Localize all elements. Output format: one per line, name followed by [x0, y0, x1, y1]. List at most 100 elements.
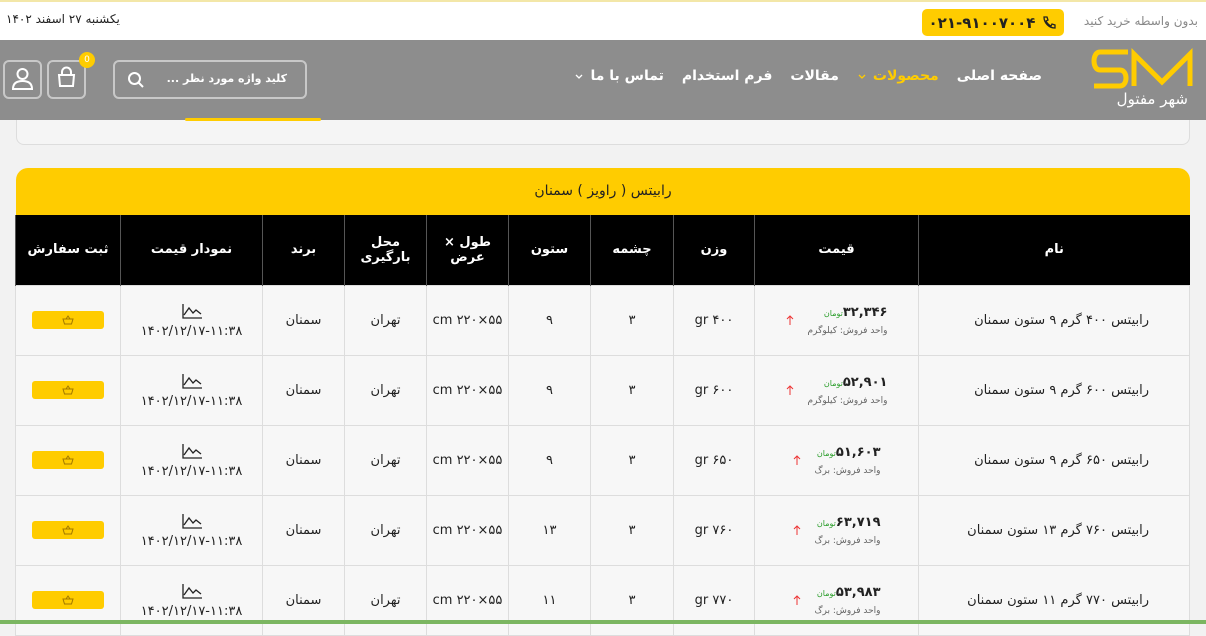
search-box[interactable]: کلید واژه مورد نظر ... [113, 60, 307, 99]
product-name: رابیتس ۷۷۰ گرم ۱۱ ستون سمنان [918, 564, 1190, 636]
user-icon [11, 68, 34, 90]
chart-link[interactable] [125, 512, 258, 534]
price-line: ۵۲,۹۰۱تومان [808, 375, 888, 390]
menu-item[interactable]: تماس با ما [590, 68, 664, 84]
slogan: بدون واسطه خرید کنید [1083, 14, 1198, 28]
cheshme: ۳ [590, 424, 674, 496]
table-row: رابیتس ۷۷۰ گرم ۱۱ ستون سمنان ۵۳,۹۸۳تومان و… [15, 564, 1190, 636]
product-name: رابیتس ۷۶۰ گرم ۱۳ ستون سمنان [918, 494, 1190, 566]
product-name: رابیتس ۴۰۰ گرم ۹ ستون سمنان [918, 284, 1190, 356]
logo-text: شهر مفتول [1116, 90, 1188, 108]
price-chart: ۱۴۰۲/۱۲/۱۷-۱۱:۳۸ [120, 424, 263, 496]
phone-badge[interactable]: ۰۲۱-۹۱۰۰۷۰۰۴ [922, 9, 1064, 36]
size: ۵۵×۲۲۰ cm [426, 424, 509, 496]
price-card: رابیتس ( راویز ) سمنان نام قیمت وزن چشمه ستو… [15, 168, 1190, 636]
product-name: رابیتس ۶۰۰ گرم ۹ ستون سمنان [918, 354, 1190, 426]
dropdown-caret [574, 68, 584, 88]
logo[interactable] [1088, 44, 1200, 116]
table-body: رابیتس ۴۰۰ گرم ۹ ستون سمنان ۳۲,۳۴۶تومان وا… [15, 284, 1190, 636]
menu: صفحه اصلی محصولات مقالات فرم استخدام تماس با… [574, 68, 1042, 88]
phone-icon [1043, 15, 1057, 29]
order-button[interactable] [32, 591, 104, 609]
weight: ۶۵۰ gr [673, 424, 755, 496]
basket-icon [62, 524, 74, 534]
menu-item[interactable]: صفحه اصلی [956, 68, 1042, 84]
sale-unit: واحد فروش: کیلوگرم [807, 325, 888, 336]
order-cell [15, 494, 121, 566]
table-title: رابیتس ( راویز ) سمنان [16, 168, 1190, 215]
weight: ۷۷۰ gr [673, 564, 755, 636]
price-info: ۶۳,۷۱۹تومان واحد فروش: برگ [815, 515, 881, 546]
order-button[interactable] [32, 381, 104, 399]
top-bar: یکشنبه ۲۷ اسفند ۱۴۰۲ بدون واسطه خرید کنی… [0, 0, 1206, 40]
price-cell: ۵۱,۶۰۳تومان واحد فروش: برگ [754, 424, 919, 496]
menu-item[interactable]: محصولات [872, 68, 939, 84]
menu-item[interactable]: فرم استخدام [681, 68, 773, 84]
price-cell: ۵۲,۹۰۱تومان واحد فروش: کیلوگرم [754, 354, 919, 426]
price-info: ۵۲,۹۰۱تومان واحد فروش: کیلوگرم [808, 375, 888, 406]
chart-link[interactable] [125, 582, 258, 604]
caret-icon [576, 74, 583, 79]
price-up-icon [786, 315, 793, 325]
currency: تومان [823, 308, 843, 318]
sotun: ۹ [508, 354, 591, 426]
column-header: چشمه [590, 215, 674, 285]
size: ۵۵×۲۲۰ cm [426, 494, 509, 566]
chart-link[interactable] [125, 302, 258, 324]
price-up-icon [793, 595, 800, 605]
sotun: ۹ [508, 424, 591, 496]
price-line: ۵۱,۶۰۳تومان [815, 445, 881, 460]
price-info: ۳۲,۳۴۶تومان واحد فروش: کیلوگرم [808, 305, 888, 336]
sale-unit: واحد فروش: برگ [814, 535, 881, 546]
price-chart: ۱۴۰۲/۱۲/۱۷-۱۱:۳۸ [120, 494, 263, 566]
account-button[interactable] [3, 60, 42, 99]
chart-icon [181, 513, 202, 529]
price-cell: ۳۲,۳۴۶تومان واحد فروش: کیلوگرم [754, 284, 919, 356]
price: ۵۲,۹۰۱ [842, 374, 888, 390]
cart-icon [57, 66, 76, 87]
brand: سمنان [262, 284, 345, 356]
brand: سمنان [262, 424, 345, 496]
basket-icon [62, 384, 74, 394]
chart-icon [181, 303, 202, 319]
column-header: برند [262, 215, 345, 285]
order-cell [15, 354, 121, 426]
menu-item[interactable]: مقالات [790, 68, 839, 84]
order-cell [15, 284, 121, 356]
order-cell [15, 424, 121, 496]
location: تهران [344, 424, 427, 496]
column-header: ستون [508, 215, 591, 285]
column-header: نمودار قیمت [120, 215, 263, 285]
chart-link[interactable] [125, 442, 258, 464]
cheshme: ۳ [590, 564, 674, 636]
chart-link[interactable] [125, 372, 258, 394]
search-icon [128, 72, 144, 88]
price-cell: ۶۳,۷۱۹تومان واحد فروش: برگ [754, 494, 919, 566]
order-button[interactable] [32, 451, 104, 469]
column-header: محل بارگیری [344, 215, 427, 285]
sale-unit: واحد فروش: کیلوگرم [807, 395, 888, 406]
price-up-icon [793, 455, 800, 465]
brand: سمنان [262, 354, 345, 426]
price-info: ۵۳,۹۸۳تومان واحد فروش: برگ [815, 585, 881, 616]
sotun: ۱۳ [508, 494, 591, 566]
order-button[interactable] [32, 311, 104, 329]
caret-icon [858, 74, 866, 79]
chart-date: ۱۴۰۲/۱۲/۱۷-۱۱:۳۸ [140, 323, 243, 339]
table-row: رابیتس ۶۵۰ گرم ۹ ستون سمنان ۵۱,۶۰۳تومان وا… [15, 424, 1190, 496]
table-row: رابیتس ۶۰۰ گرم ۹ ستون سمنان ۵۲,۹۰۱تومان وا… [15, 354, 1190, 426]
price-chart: ۱۴۰۲/۱۲/۱۷-۱۱:۳۸ [120, 354, 263, 426]
price-wrap: ۵۳,۹۸۳تومان واحد فروش: برگ [759, 585, 914, 616]
brand: سمنان [262, 564, 345, 636]
location: تهران [344, 284, 427, 356]
weight: ۶۰۰ gr [673, 354, 755, 426]
price: ۵۳,۹۸۳ [835, 584, 881, 600]
dropdown-caret [857, 68, 867, 88]
date: یکشنبه ۲۷ اسفند ۱۴۰۲ [6, 12, 120, 26]
location: تهران [344, 494, 427, 566]
location: تهران [344, 354, 427, 426]
price: ۵۱,۶۰۳ [835, 444, 881, 460]
order-button[interactable] [32, 521, 104, 539]
cart-button[interactable] [47, 60, 86, 99]
weight: ۴۰۰ gr [673, 284, 755, 356]
